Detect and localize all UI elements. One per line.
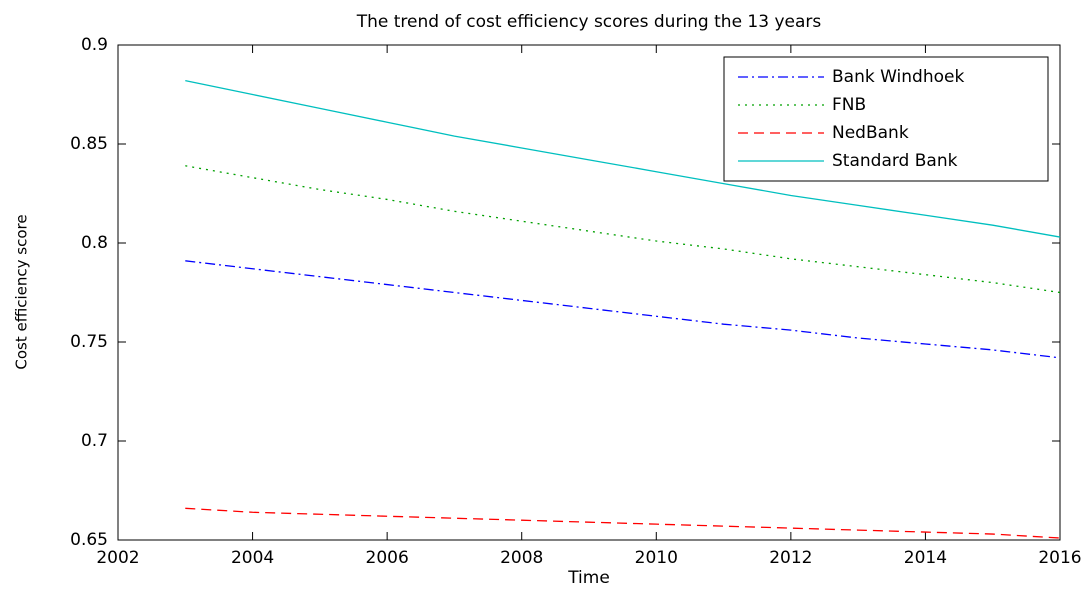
x-axis-label: Time <box>567 568 610 588</box>
legend-label: Bank Windhoek <box>832 67 964 87</box>
x-tick-label: 2012 <box>769 548 812 568</box>
x-tick-label: 2006 <box>366 548 409 568</box>
series-line <box>185 80 1061 238</box>
x-tick-label: 2004 <box>231 548 274 568</box>
chart-title: The trend of cost efficiency scores duri… <box>356 12 822 32</box>
legend-label: NedBank <box>832 123 909 143</box>
x-tick-label: 2008 <box>500 548 543 568</box>
legend-box <box>723 56 1049 182</box>
y-tick-label: 0.75 <box>70 332 108 352</box>
legend-label: FNB <box>832 95 866 115</box>
series-line <box>185 260 1061 359</box>
y-tick-label: 0.8 <box>81 233 108 253</box>
plot-frame <box>117 44 1061 541</box>
series-line <box>185 507 1061 539</box>
x-tick-label: 2010 <box>635 548 678 568</box>
y-tick-label: 0.65 <box>70 530 108 550</box>
y-axis-label: Cost efficiency score <box>13 214 31 369</box>
y-tick-label: 0.85 <box>70 134 108 154</box>
legend-label: Standard Bank <box>832 151 958 171</box>
y-tick-label: 0.7 <box>81 431 108 451</box>
x-tick-label: 2014 <box>904 548 947 568</box>
x-tick-label: 2002 <box>96 548 139 568</box>
x-tick-label: 2016 <box>1038 548 1081 568</box>
series-line <box>185 165 1061 294</box>
y-tick-label: 0.9 <box>81 35 108 55</box>
